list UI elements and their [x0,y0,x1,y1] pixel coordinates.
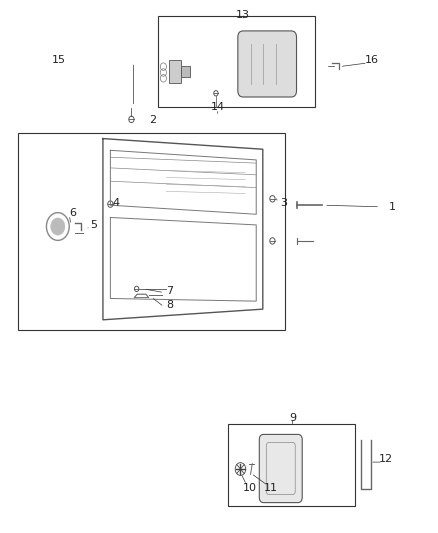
FancyBboxPatch shape [238,31,297,97]
Text: 4: 4 [113,198,120,207]
Text: 5: 5 [91,220,98,230]
Text: 2: 2 [149,115,156,125]
Text: 15: 15 [52,55,66,64]
Circle shape [51,218,65,235]
Text: 1: 1 [389,202,396,212]
Bar [18,133,285,330]
Text: 10: 10 [243,483,257,492]
Text: 6: 6 [69,208,76,218]
Bar [169,60,181,83]
Bar [228,424,355,506]
Bar [158,16,315,107]
Text: 12: 12 [379,455,393,464]
Text: 8: 8 [166,301,173,310]
Text: 14: 14 [211,102,225,111]
Text: 16: 16 [364,55,378,65]
Text: 11: 11 [264,483,278,492]
FancyBboxPatch shape [259,434,302,503]
Text: 13: 13 [236,10,250,20]
Text: 9: 9 [289,414,296,423]
Bar [181,66,190,77]
Text: 7: 7 [166,286,173,296]
Text: 3: 3 [280,198,287,207]
